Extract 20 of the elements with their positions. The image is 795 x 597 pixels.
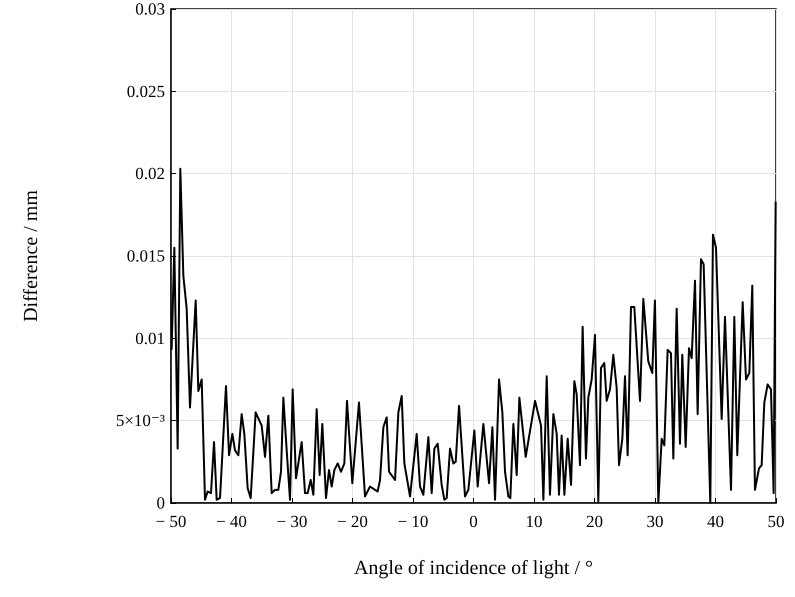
x-tick-label: − 30 — [276, 512, 308, 531]
x-tick-label: 30 — [646, 512, 664, 531]
x-tick-label: 50 — [768, 512, 784, 531]
x-tick-label: − 50 — [156, 512, 186, 531]
y-tick-label: 0.03 — [135, 0, 165, 18]
y-tick-label: 0.02 — [135, 164, 165, 184]
x-axis-title: Angle of incidence of light / ° — [354, 557, 594, 579]
x-tick-label: − 20 — [337, 512, 368, 531]
x-tick-label: 10 — [526, 512, 542, 531]
y-tick-label: 5×10⁻³ — [116, 411, 165, 430]
x-tick-label: 0 — [469, 512, 478, 531]
y-axis-title: Difference / mm — [20, 190, 42, 322]
y-tick-label: 0.015 — [126, 246, 165, 266]
y-tick-label: 0.025 — [126, 82, 165, 101]
x-tick-label: − 40 — [216, 512, 247, 531]
x-tick-label: 20 — [586, 512, 603, 531]
y-tick-label: 0.01 — [135, 328, 165, 348]
x-tick-label: 40 — [707, 512, 724, 531]
x-tick-label: − 10 — [398, 512, 428, 531]
y-tick-label: 0 — [156, 494, 165, 512]
